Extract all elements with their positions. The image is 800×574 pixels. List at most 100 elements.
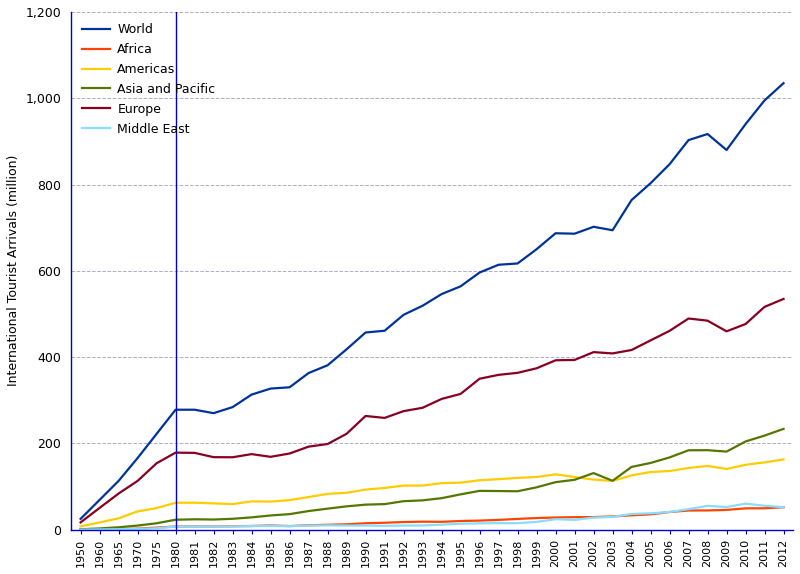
Middle East — [608, 514, 618, 521]
Middle East — [456, 520, 466, 527]
Middle East — [304, 522, 314, 529]
World — [494, 261, 503, 268]
Asia and Pacific — [608, 478, 618, 484]
Africa — [285, 523, 294, 530]
Africa — [456, 518, 466, 525]
Asia and Pacific — [722, 448, 731, 455]
Middle East — [266, 522, 275, 529]
Asia and Pacific — [626, 463, 636, 470]
Africa — [741, 505, 750, 512]
Asia and Pacific — [474, 487, 484, 494]
World — [608, 227, 618, 234]
Asia and Pacific — [361, 501, 370, 508]
Europe — [608, 350, 618, 357]
Middle East — [342, 522, 351, 529]
Americas — [342, 489, 351, 496]
Europe — [152, 460, 162, 467]
Americas — [209, 500, 218, 507]
Africa — [94, 526, 104, 533]
Africa — [266, 522, 275, 529]
Middle East — [170, 523, 180, 530]
Middle East — [646, 510, 655, 517]
Middle East — [398, 522, 408, 529]
Europe — [589, 348, 598, 355]
World — [626, 197, 636, 204]
Middle East — [532, 518, 542, 525]
Africa — [342, 521, 351, 528]
Americas — [114, 515, 123, 522]
Africa — [437, 518, 446, 525]
Middle East — [741, 500, 750, 507]
Africa — [626, 512, 636, 519]
Asia and Pacific — [246, 514, 256, 521]
Africa — [228, 523, 238, 530]
Americas — [532, 474, 542, 480]
Africa — [170, 523, 180, 530]
Asia and Pacific — [398, 498, 408, 505]
Americas — [474, 477, 484, 484]
Middle East — [570, 517, 579, 523]
Africa — [76, 526, 86, 533]
Americas — [418, 482, 427, 489]
Africa — [665, 509, 674, 515]
Europe — [285, 450, 294, 457]
Asia and Pacific — [646, 460, 655, 467]
World — [170, 406, 180, 413]
Asia and Pacific — [550, 479, 560, 486]
World — [418, 302, 427, 309]
Europe — [778, 296, 788, 302]
World — [304, 370, 314, 377]
Americas — [133, 508, 142, 515]
Middle East — [322, 522, 332, 529]
Middle East — [437, 521, 446, 528]
Middle East — [589, 514, 598, 521]
Middle East — [380, 522, 390, 529]
Middle East — [246, 523, 256, 530]
Asia and Pacific — [190, 516, 199, 523]
Americas — [456, 479, 466, 486]
Middle East — [760, 502, 770, 509]
Europe — [684, 315, 694, 322]
Africa — [722, 506, 731, 513]
Asia and Pacific — [76, 526, 86, 533]
Europe — [361, 413, 370, 420]
Middle East — [152, 525, 162, 532]
World — [684, 137, 694, 144]
Africa — [684, 507, 694, 514]
Europe — [322, 441, 332, 448]
Line: Europe: Europe — [81, 299, 783, 522]
Asia and Pacific — [702, 447, 712, 453]
Europe — [170, 449, 180, 456]
Americas — [285, 497, 294, 503]
Asia and Pacific — [760, 432, 770, 439]
Americas — [778, 456, 788, 463]
World — [152, 430, 162, 437]
Americas — [437, 480, 446, 487]
Asia and Pacific — [418, 497, 427, 504]
Asia and Pacific — [684, 447, 694, 453]
Americas — [570, 474, 579, 480]
Asia and Pacific — [665, 454, 674, 461]
World — [94, 497, 104, 503]
World — [322, 362, 332, 369]
Asia and Pacific — [570, 476, 579, 483]
World — [76, 515, 86, 522]
Americas — [94, 519, 104, 526]
Africa — [494, 517, 503, 523]
Asia and Pacific — [342, 503, 351, 510]
Africa — [246, 522, 256, 529]
Asia and Pacific — [741, 438, 750, 445]
Middle East — [474, 520, 484, 527]
Asia and Pacific — [456, 491, 466, 498]
Americas — [361, 486, 370, 493]
Africa — [133, 525, 142, 532]
World — [266, 385, 275, 392]
Africa — [570, 514, 579, 521]
Europe — [532, 365, 542, 372]
Africa — [304, 522, 314, 529]
Africa — [778, 504, 788, 511]
Middle East — [778, 504, 788, 511]
Europe — [246, 451, 256, 457]
Africa — [209, 523, 218, 530]
Middle East — [665, 509, 674, 515]
